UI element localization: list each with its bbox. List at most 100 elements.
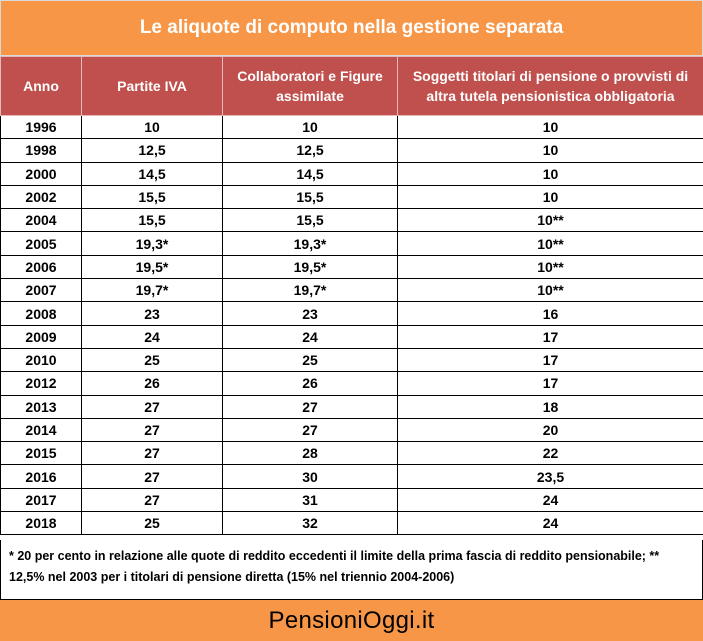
cell-pensioners: 10** <box>397 208 703 233</box>
cell-pensioners: 24 <box>397 511 703 536</box>
cell-vat: 23 <box>81 301 223 326</box>
cell-pensioners: 20 <box>397 417 703 443</box>
cell-year: 2007 <box>0 278 82 303</box>
footnote: * 20 per cento in relazione alle quote d… <box>0 540 703 600</box>
cell-pensioners: 24 <box>397 487 703 513</box>
cell-collaborators: 30 <box>222 464 398 489</box>
cell-vat: 19,3* <box>81 231 223 256</box>
cell-collaborators: 24 <box>222 324 398 349</box>
rates-table: Anno Partite IVA Collaboratori e Figure … <box>0 56 703 536</box>
table-row: 2013 27 27 18 <box>0 394 703 419</box>
cell-pensioners: 22 <box>397 441 703 466</box>
cell-vat: 12,5 <box>81 138 223 163</box>
cell-vat: 14,5 <box>81 161 223 186</box>
cell-pensioners: 10 <box>397 138 703 163</box>
cell-pensioners: 23,5 <box>397 464 703 489</box>
cell-vat: 10 <box>81 114 223 140</box>
cell-year: 2006 <box>0 254 82 280</box>
cell-collaborators: 31 <box>222 487 398 513</box>
column-header-collaborators: Collaboratori e Figure assimilate <box>222 56 398 116</box>
table-body: 1996 10 10 10 1998 12,5 12,5 10 2000 14,5 14,5 10 20… <box>0 114 703 536</box>
cell-collaborators: 27 <box>222 417 398 443</box>
cell-pensioners: 17 <box>397 371 703 396</box>
title-bar: Le aliquote di computo nella gestione se… <box>0 0 703 56</box>
table-header-row: Anno Partite IVA Collaboratori e Figure … <box>0 56 703 116</box>
cell-year: 2005 <box>0 231 82 256</box>
cell-year: 2016 <box>0 464 82 489</box>
table-row: 2016 27 30 23,5 <box>0 464 703 489</box>
cell-year: 2015 <box>0 441 82 466</box>
cell-pensioners: 10** <box>397 254 703 280</box>
cell-vat: 15,5 <box>81 208 223 233</box>
cell-pensioners: 10 <box>397 161 703 186</box>
cell-vat: 27 <box>81 464 223 489</box>
cell-collaborators: 19,3* <box>222 231 398 256</box>
table-row: 2006 19,5* 19,5* 10** <box>0 254 703 280</box>
cell-year: 1996 <box>0 114 82 140</box>
table-row: 2012 26 26 17 <box>0 371 703 396</box>
table-row: 2017 27 31 24 <box>0 487 703 513</box>
cell-year: 2000 <box>0 161 82 186</box>
cell-year: 2009 <box>0 324 82 349</box>
cell-vat: 19,5* <box>81 254 223 280</box>
cell-year: 2002 <box>0 184 82 210</box>
cell-collaborators: 26 <box>222 371 398 396</box>
cell-pensioners: 10** <box>397 231 703 256</box>
cell-collaborators: 14,5 <box>222 161 398 186</box>
cell-year: 1998 <box>0 138 82 163</box>
table-row: 2009 24 24 17 <box>0 324 703 349</box>
cell-pensioners: 17 <box>397 347 703 373</box>
cell-vat: 27 <box>81 394 223 419</box>
cell-year: 2014 <box>0 417 82 443</box>
cell-pensioners: 16 <box>397 301 703 326</box>
cell-vat: 27 <box>81 441 223 466</box>
cell-pensioners: 10** <box>397 278 703 303</box>
cell-vat: 15,5 <box>81 184 223 210</box>
table-row: 2005 19,3* 19,3* 10** <box>0 231 703 256</box>
cell-pensioners: 17 <box>397 324 703 349</box>
cell-vat: 19,7* <box>81 278 223 303</box>
brand-logo-text: PensioniOggi.it <box>268 606 435 634</box>
cell-pensioners: 10 <box>397 184 703 210</box>
table-row: 2004 15,5 15,5 10** <box>0 208 703 233</box>
cell-year: 2013 <box>0 394 82 419</box>
cell-vat: 26 <box>81 371 223 396</box>
cell-year: 2008 <box>0 301 82 326</box>
table-row: 1998 12,5 12,5 10 <box>0 138 703 163</box>
cell-vat: 25 <box>81 511 223 536</box>
cell-year: 2010 <box>0 347 82 373</box>
cell-collaborators: 19,7* <box>222 278 398 303</box>
column-header-year: Anno <box>0 56 82 116</box>
cell-collaborators: 23 <box>222 301 398 326</box>
cell-collaborators: 15,5 <box>222 184 398 210</box>
cell-collaborators: 12,5 <box>222 138 398 163</box>
cell-collaborators: 10 <box>222 114 398 140</box>
cell-collaborators: 32 <box>222 511 398 536</box>
cell-year: 2004 <box>0 208 82 233</box>
table-row: 2008 23 23 16 <box>0 301 703 326</box>
cell-collaborators: 25 <box>222 347 398 373</box>
cell-collaborators: 19,5* <box>222 254 398 280</box>
column-header-vat: Partite IVA <box>81 56 223 116</box>
cell-collaborators: 15,5 <box>222 208 398 233</box>
cell-collaborators: 28 <box>222 441 398 466</box>
column-header-pensioners: Soggetti titolari di pensione o provvist… <box>397 56 703 116</box>
cell-collaborators: 27 <box>222 394 398 419</box>
cell-pensioners: 18 <box>397 394 703 419</box>
table-row: 2018 25 32 24 <box>0 511 703 536</box>
cell-year: 2017 <box>0 487 82 513</box>
table-row: 2014 27 27 20 <box>0 417 703 443</box>
table-row: 2007 19,7* 19,7* 10** <box>0 278 703 303</box>
cell-vat: 25 <box>81 347 223 373</box>
cell-year: 2012 <box>0 371 82 396</box>
table-row: 2002 15,5 15,5 10 <box>0 184 703 210</box>
cell-pensioners: 10 <box>397 114 703 140</box>
cell-vat: 27 <box>81 487 223 513</box>
table-row: 2000 14,5 14,5 10 <box>0 161 703 186</box>
cell-vat: 24 <box>81 324 223 349</box>
page-title: Le aliquote di computo nella gestione se… <box>139 17 564 38</box>
table-row: 2015 27 28 22 <box>0 441 703 466</box>
cell-year: 2018 <box>0 511 82 536</box>
table-row: 1996 10 10 10 <box>0 114 703 140</box>
